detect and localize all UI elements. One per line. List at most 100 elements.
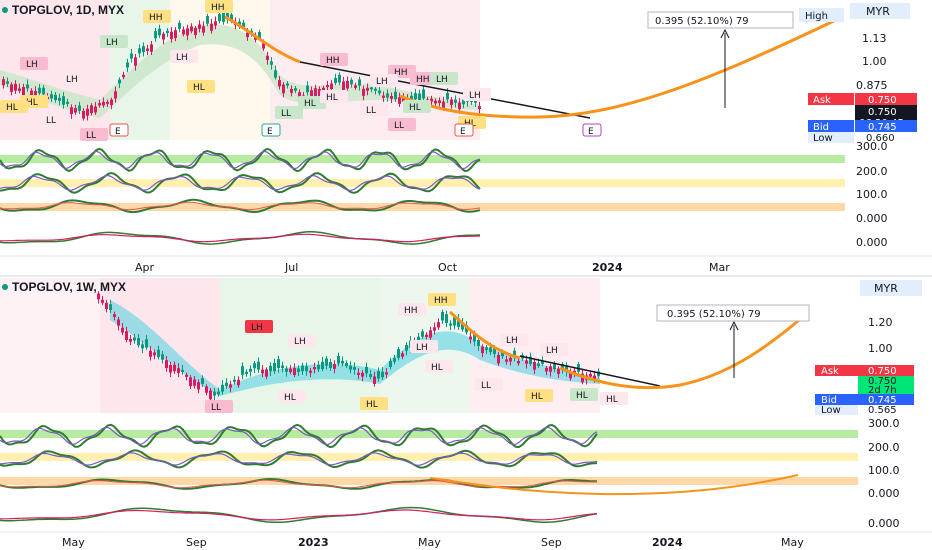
candle — [549, 366, 552, 372]
bottom-projection-curve[interactable] — [559, 313, 806, 390]
bottom-price-axis[interactable]: MYR 1.20 1.00 Ask 0.750 0.750 2d 7h Bid … — [815, 280, 922, 530]
candle — [198, 24, 201, 29]
bottom-ask-price: 0.750 — [868, 366, 897, 377]
candle — [154, 31, 157, 39]
candle — [373, 376, 376, 385]
candle — [202, 26, 205, 33]
candle — [573, 370, 576, 373]
candle — [197, 382, 200, 390]
candle — [129, 338, 132, 342]
candle — [462, 99, 465, 105]
candle — [313, 367, 316, 370]
pivot-tag-text: HL — [304, 99, 316, 109]
candle — [273, 363, 276, 372]
candle — [553, 364, 556, 370]
bottom-currency: MYR — [874, 282, 898, 295]
bottom-descending-trendline[interactable] — [519, 355, 661, 387]
candle — [389, 360, 392, 368]
candle — [142, 46, 145, 52]
pivot-tag — [500, 333, 528, 346]
top-projection-curve[interactable] — [399, 16, 841, 119]
candle — [345, 363, 348, 367]
top-pane[interactable]: HH HH HH LH LH HL HL HL LL LL LL LL LH LH LH HH HH HL HL LH… — [0, 0, 845, 245]
candle — [306, 85, 309, 93]
candle — [225, 382, 228, 387]
candle — [50, 94, 53, 99]
candle — [517, 361, 520, 364]
candle — [10, 84, 13, 92]
candle — [146, 48, 149, 52]
candle — [362, 88, 365, 96]
candle — [121, 327, 124, 333]
bottom-time-sep: Sep — [186, 536, 207, 549]
candle — [221, 384, 224, 392]
pivot-tag-text: HH — [404, 306, 418, 316]
top-measure-box[interactable] — [647, 11, 794, 29]
pivot-tag-text: LH — [469, 91, 481, 101]
bottom-low-label: Low — [821, 405, 841, 416]
candle — [565, 365, 568, 372]
bottom-osc-tick-200: 200.0 — [868, 441, 900, 454]
earnings-marker[interactable] — [109, 123, 129, 137]
candle — [385, 372, 388, 375]
candle — [393, 357, 396, 362]
candle — [430, 98, 433, 102]
candle — [138, 48, 141, 54]
candle — [370, 87, 373, 90]
pivot-tag-text: HH — [394, 68, 408, 78]
candle — [166, 30, 169, 34]
top-osc-tick-0: 0.000 — [856, 212, 888, 225]
bottom-time-may: May — [62, 536, 85, 549]
candle — [266, 55, 269, 60]
candle — [114, 91, 117, 99]
oscillator-line — [0, 150, 481, 170]
top-time-mar: Mar — [709, 261, 730, 274]
candle — [122, 74, 125, 78]
candle — [401, 353, 404, 357]
candle — [293, 368, 296, 375]
bottom-measure-box[interactable] — [656, 304, 810, 322]
candle — [457, 318, 460, 327]
pivot-tag-text: LH — [106, 38, 118, 48]
candle — [278, 80, 281, 87]
candle — [6, 81, 9, 84]
pivot-tag — [245, 320, 273, 333]
earnings-marker[interactable] — [454, 123, 474, 137]
pivot-tag-text: HL — [366, 400, 378, 410]
candle — [158, 28, 161, 36]
candle — [214, 21, 217, 26]
pivot-tag-text: HL — [409, 103, 421, 113]
candle — [533, 362, 536, 370]
bottom-time-axis[interactable]: May Sep 2023 May Sep 2024 May — [0, 531, 932, 549]
bottom-osc-tick-0: 0.000 — [868, 487, 900, 500]
earnings-marker[interactable] — [261, 123, 281, 137]
candle — [326, 85, 329, 88]
candle — [305, 366, 308, 372]
candle — [82, 110, 85, 119]
pivot-tag-text: LL — [86, 131, 96, 141]
candle — [469, 336, 472, 340]
bottom-osc-tick-300: 300.0 — [868, 417, 900, 430]
top-time-axis[interactable]: Apr Jul Oct 2024 Mar — [0, 255, 932, 274]
candle — [86, 108, 89, 116]
earnings-marker-text: E — [588, 127, 594, 137]
candle — [397, 349, 400, 358]
bottom-measure-text: 0.395 (52.10%) 79 — [667, 309, 761, 320]
bottom-osc-tick-100: 100.0 — [868, 464, 900, 477]
pivot-tag-text: HL — [193, 83, 205, 93]
candle — [153, 352, 156, 356]
top-symbol-title: TOPGLOV, 1D, MYX — [12, 3, 124, 17]
candle — [222, 13, 225, 22]
top-descending-trendline[interactable] — [299, 61, 591, 119]
candle — [106, 101, 109, 104]
candle — [422, 89, 425, 99]
candle — [130, 53, 133, 59]
candle — [141, 344, 144, 349]
top-price-axis[interactable]: MYR 1.13 1.00 0.875 Ask 0.750 0.750 06:2… — [808, 3, 917, 249]
earnings-marker[interactable] — [582, 123, 602, 137]
pivot-tag — [40, 113, 68, 126]
candle — [329, 362, 332, 368]
